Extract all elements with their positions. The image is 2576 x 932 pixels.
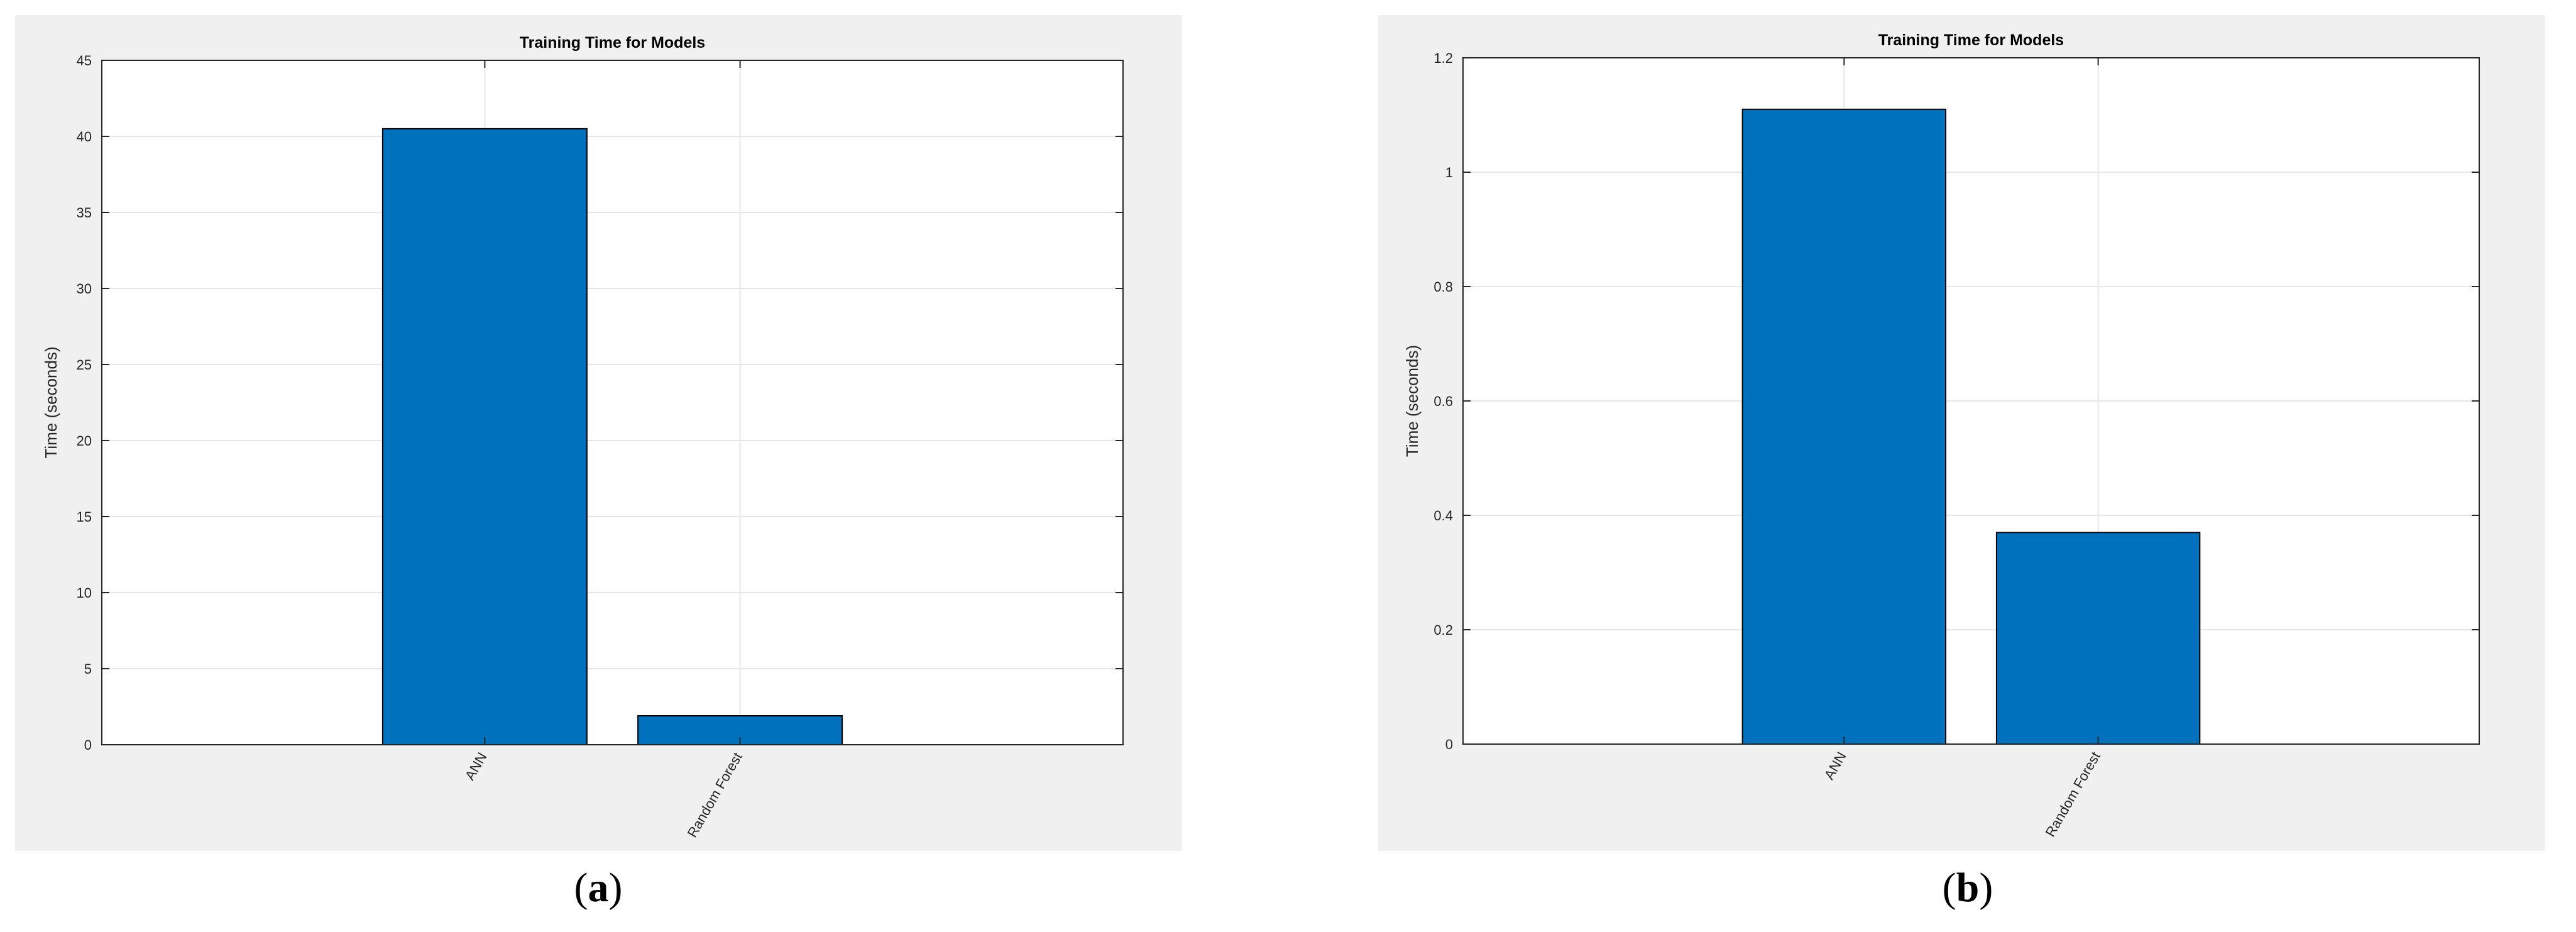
subfigure-label-b: (b) [1942,865,1993,911]
bar-ann [381,128,588,745]
y-tick-label: 30 [77,281,92,297]
y-axis-label: Time (seconds) [1403,345,1422,457]
y-tick-label: 45 [77,53,92,69]
y-tick-label: 5 [84,661,92,677]
y-tick-label: 15 [77,509,92,525]
y-tick-label: 40 [77,129,92,145]
x-tick-label: ANN [1821,749,1850,782]
bar-ann [1741,108,1947,745]
y-tick-label: 0.2 [1433,622,1453,638]
y-tick-label: 35 [77,205,92,221]
x-tick-label: ANN [462,750,490,783]
y-tick-label: 0 [1445,737,1453,752]
figure-panel-b: 0 0.2 0.4 0.6 0.8 1 1.2 ANN Random Forest Trainin… [1378,15,2545,851]
chart-title: Training Time for Models [1878,31,2064,49]
subfigure-label-a: (a) [574,865,623,911]
y-tick-label: 10 [77,585,92,601]
bar-chart-b: 0 0.2 0.4 0.6 0.8 1 1.2 ANN Random Forest Trainin… [1403,31,2480,840]
bar-random-forest [1995,532,2201,745]
y-tick-label: 1.2 [1433,50,1453,66]
chart-title: Training Time for Models [520,34,705,52]
y-tick-label: 25 [77,357,92,373]
y-tick-label: 0 [84,737,92,753]
x-tick-label: Random Forest [2042,749,2103,840]
y-tick-label: 0.4 [1433,508,1453,524]
figure-panel-a: 0 5 10 15 20 25 30 35 40 45 ANN Random Forest Traini… [15,15,1182,851]
plot-area [102,60,1123,745]
y-tick-label: 20 [77,433,92,449]
bar-chart-a: 0 5 10 15 20 25 30 35 40 45 ANN Random Forest Traini… [41,34,1124,840]
y-axis-label: Time (seconds) [41,346,60,458]
y-tick-label: 0.6 [1433,393,1453,409]
x-tick-label: Random Forest [684,750,745,840]
axes-box [101,60,1124,745]
y-tick-label: 1 [1445,165,1453,180]
y-tick-label: 0.8 [1433,279,1453,295]
